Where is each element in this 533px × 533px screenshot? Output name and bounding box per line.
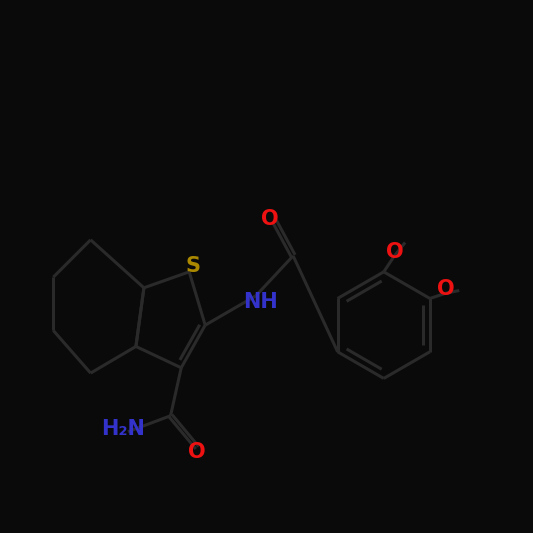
Text: S: S [186, 256, 201, 277]
Text: H₂N: H₂N [101, 419, 144, 439]
Text: O: O [385, 242, 403, 262]
Text: NH: NH [243, 292, 278, 312]
Text: O: O [188, 442, 206, 462]
Text: O: O [437, 279, 455, 300]
Text: O: O [261, 208, 279, 229]
